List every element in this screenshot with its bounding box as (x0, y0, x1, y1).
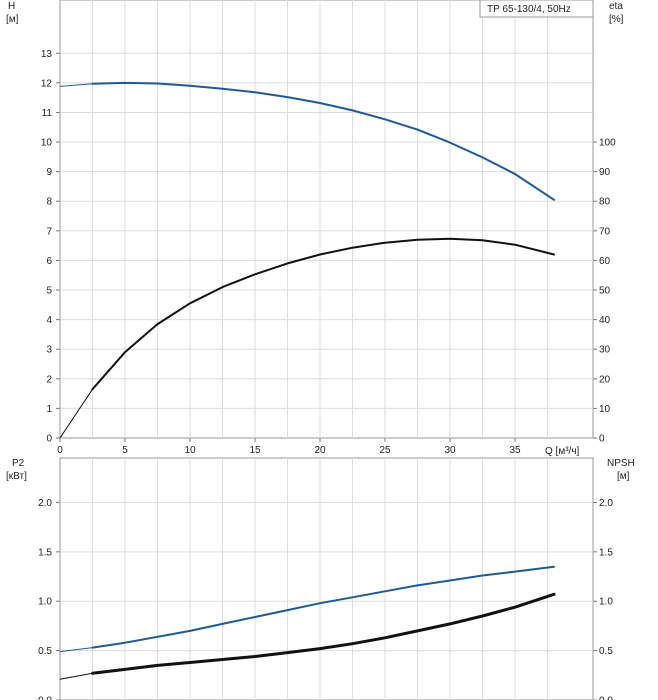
npsh-axis-unit: [м] (617, 471, 630, 482)
bottom-ticks: 0.0 0.5 1.0 1.5 2.0 0.0 0.5 1.0 1.5 2.0 (38, 498, 613, 700)
series-0-extrapolated-line (59, 647, 93, 653)
top-ticks: 0123456789101112130102030405060708090100… (41, 49, 616, 456)
left-tick-label: 0 (46, 434, 52, 445)
x-tick-label: 20 (314, 445, 326, 456)
right-tick-label: 70 (599, 226, 611, 237)
eta-axis-title: eta (609, 1, 623, 12)
p2-axis-unit: [кВт] (6, 471, 27, 482)
left-tick-label: 1.5 (38, 547, 52, 558)
left-tick-label: 13 (41, 49, 53, 60)
left-tick-label: 8 (46, 197, 52, 208)
left-tick-label: 11 (42, 108, 53, 119)
left-tick-label: 1.0 (38, 597, 52, 608)
left-tick-label: 12 (41, 78, 53, 89)
left-tick-label: 4 (46, 315, 52, 326)
right-tick-label: 90 (599, 167, 611, 178)
left-tick-label: 0.0 (38, 696, 52, 700)
top-grid (60, 0, 593, 438)
bottom-grid (60, 458, 593, 700)
right-tick-label: 80 (599, 197, 611, 208)
h-axis-unit: [м] (6, 14, 19, 25)
x-tick-label: 5 (122, 445, 128, 456)
right-tick-label: 0.0 (599, 696, 613, 700)
head-efficiency-panel: 0123456789101112130102030405060708090100… (6, 0, 624, 457)
series-1-extrapolated-line (59, 388, 93, 439)
p2-axis-title: P2 (12, 458, 25, 469)
bottom-series (59, 565, 556, 680)
right-tick-label: 1.5 (599, 547, 613, 558)
series-1-line (91, 592, 556, 675)
series-0-line (91, 81, 555, 201)
series-0-extrapolated-line (59, 83, 93, 87)
x-tick-label: 25 (379, 445, 391, 456)
npsh-axis-title: NPSH (607, 458, 635, 469)
left-tick-label: 9 (46, 167, 52, 178)
right-tick-label: 0.5 (599, 646, 613, 657)
x-tick-label: 15 (249, 445, 261, 456)
top-series (59, 81, 555, 439)
pump-model-label: TP 65-130/4, 50Hz (487, 4, 571, 15)
power-npsh-panel: 0.00.51.01.52.00.00.51.01.52.0 P2 [кВт] … (6, 457, 635, 700)
x-tick-label: 35 (509, 445, 521, 456)
left-tick-label: 7 (46, 226, 52, 237)
right-tick-label: 50 (599, 286, 611, 297)
right-tick-label: 60 (599, 256, 611, 267)
right-tick-label: 30 (599, 345, 611, 356)
right-tick-label: 0 (599, 434, 605, 445)
series-1-line (91, 237, 555, 391)
h-axis-title: H (8, 1, 15, 12)
left-tick-label: 3 (46, 345, 52, 356)
left-tick-label: 1 (46, 404, 52, 415)
right-tick-label: 2.0 (599, 498, 613, 509)
eta-axis-unit: [%] (609, 14, 624, 25)
left-tick-label: 2 (46, 374, 52, 385)
right-tick-label: 10 (599, 404, 611, 415)
left-tick-label: 5 (46, 286, 52, 297)
x-tick-label: 10 (184, 445, 196, 456)
pump-model-label-box (479, 0, 594, 18)
right-tick-label: 1.0 (599, 597, 613, 608)
series-0-line (91, 565, 555, 649)
left-tick-label: 0.5 (38, 646, 52, 657)
left-tick-label: 10 (41, 138, 53, 149)
right-tick-label: 20 (599, 374, 611, 385)
left-tick-label: 2.0 (38, 498, 52, 509)
right-tick-label: 100 (599, 138, 616, 149)
top-plot-frame (59, 0, 594, 439)
x-tick-label: 0 (57, 445, 63, 456)
bottom-plot-frame (59, 457, 594, 700)
x-tick-label: 30 (444, 445, 456, 456)
right-tick-label: 40 (599, 315, 611, 326)
series-1-extrapolated-line (59, 672, 93, 680)
q-axis-title: Q [м³/ч] (545, 446, 580, 457)
left-tick-label: 6 (46, 256, 52, 267)
